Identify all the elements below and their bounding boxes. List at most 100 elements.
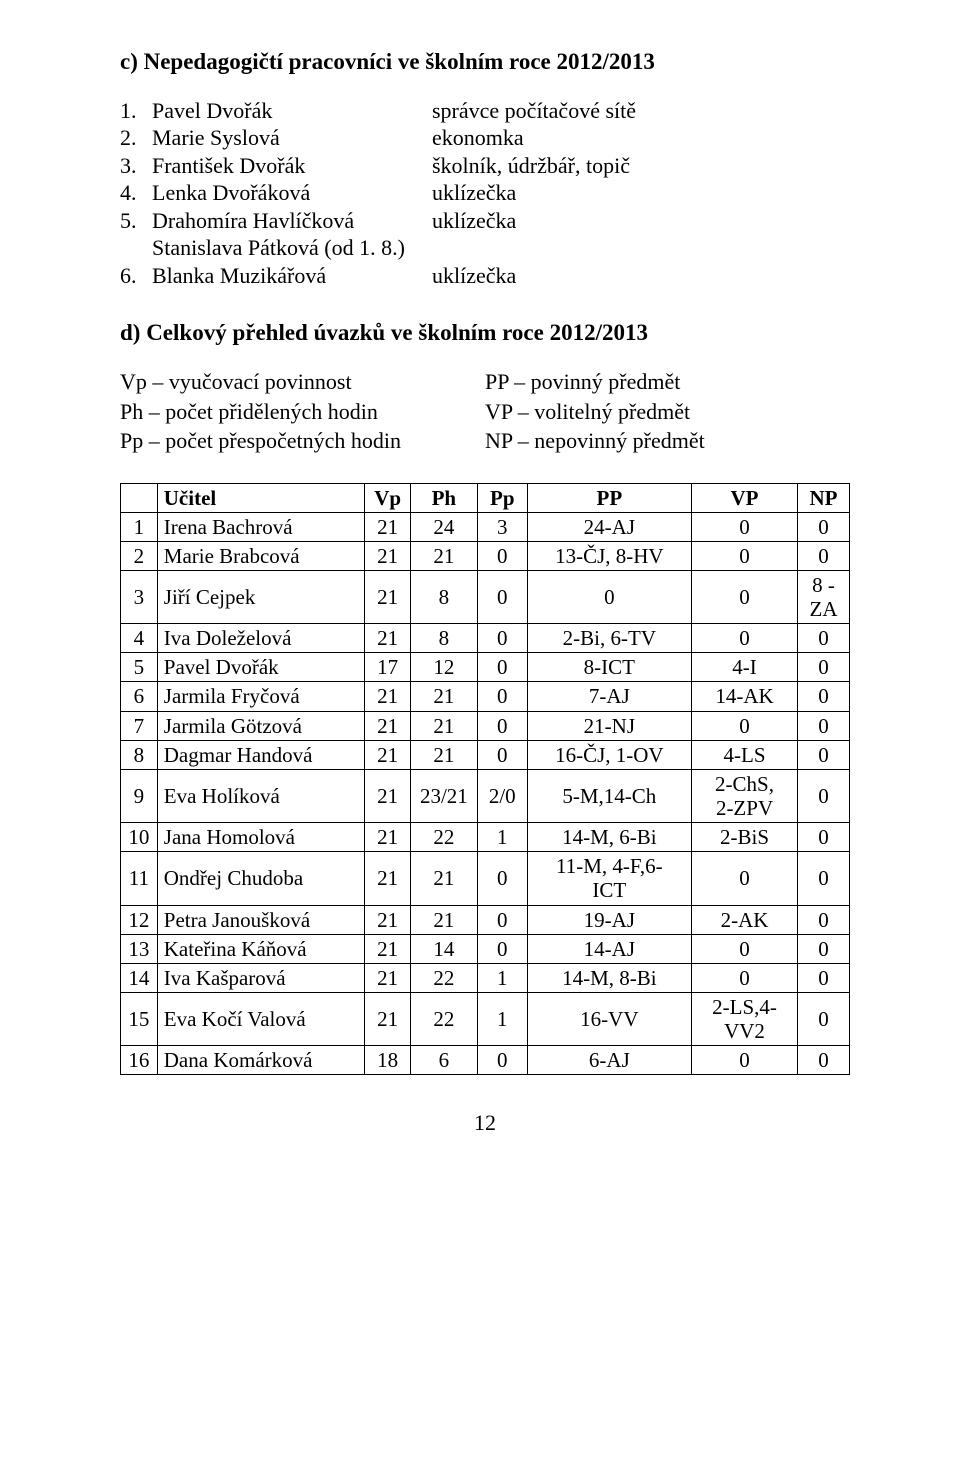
cell-VP: 0 bbox=[692, 852, 798, 905]
cell-PP: 7-AJ bbox=[527, 682, 691, 711]
table-row: 4Iva Doleželová21802-Bi, 6-TV00 bbox=[121, 624, 850, 653]
cell-PP: 8-ICT bbox=[527, 653, 691, 682]
cell-idx: 12 bbox=[121, 905, 158, 934]
staff-name: František Dvořák bbox=[152, 152, 432, 180]
cell-Pp: 3 bbox=[477, 512, 527, 541]
header-NP: NP bbox=[798, 483, 850, 512]
cell-Vp: 21 bbox=[365, 823, 410, 852]
cell-VP: 2-LS,4-VV2 bbox=[692, 993, 798, 1046]
cell-NP: 8 -ZA bbox=[798, 570, 850, 623]
staff-num: 5. bbox=[120, 207, 152, 235]
cell-name: Iva Doleželová bbox=[157, 624, 365, 653]
cell-idx: 9 bbox=[121, 769, 158, 822]
def-line: PP – povinný předmět bbox=[485, 368, 850, 396]
staff-num: 2. bbox=[120, 124, 152, 152]
cell-NP: 0 bbox=[798, 769, 850, 822]
def-line: VP – volitelný předmět bbox=[485, 398, 850, 426]
header-idx bbox=[121, 483, 158, 512]
table-row: 13Kateřina Káňová2114014-AJ00 bbox=[121, 934, 850, 963]
cell-Pp: 2/0 bbox=[477, 769, 527, 822]
cell-PP: 19-AJ bbox=[527, 905, 691, 934]
header-PP: PP bbox=[527, 483, 691, 512]
staff-row: 6. Blanka Muzikářová uklízečka bbox=[120, 262, 850, 290]
cell-VP: 2-ChS,2-ZPV bbox=[692, 769, 798, 822]
staff-role bbox=[432, 234, 850, 262]
cell-PP: 6-AJ bbox=[527, 1046, 691, 1075]
cell-VP: 0 bbox=[692, 934, 798, 963]
cell-idx: 14 bbox=[121, 963, 158, 992]
def-line: Ph – počet přidělených hodin bbox=[120, 398, 485, 426]
cell-VP: 0 bbox=[692, 624, 798, 653]
cell-PP: 24-AJ bbox=[527, 512, 691, 541]
cell-NP: 0 bbox=[798, 993, 850, 1046]
cell-idx: 3 bbox=[121, 570, 158, 623]
cell-idx: 7 bbox=[121, 711, 158, 740]
cell-NP: 0 bbox=[798, 1046, 850, 1075]
cell-Pp: 0 bbox=[477, 711, 527, 740]
staff-name: Lenka Dvořáková bbox=[152, 179, 432, 207]
cell-VP: 0 bbox=[692, 512, 798, 541]
cell-NP: 0 bbox=[798, 711, 850, 740]
cell-Ph: 8 bbox=[410, 624, 477, 653]
header-vp: Vp bbox=[365, 483, 410, 512]
staff-list: 1. Pavel Dvořák správce počítačové sítě … bbox=[120, 97, 850, 290]
cell-name: Jiří Cejpek bbox=[157, 570, 365, 623]
cell-Vp: 18 bbox=[365, 1046, 410, 1075]
cell-name: Dana Komárková bbox=[157, 1046, 365, 1075]
cell-PP: 14-M, 6-Bi bbox=[527, 823, 691, 852]
cell-VP: 4-I bbox=[692, 653, 798, 682]
cell-NP: 0 bbox=[798, 682, 850, 711]
cell-name: Eva Holíková bbox=[157, 769, 365, 822]
cell-idx: 6 bbox=[121, 682, 158, 711]
cell-name: Ondřej Chudoba bbox=[157, 852, 365, 905]
staff-row: 1. Pavel Dvořák správce počítačové sítě bbox=[120, 97, 850, 125]
cell-name: Jana Homolová bbox=[157, 823, 365, 852]
cell-Vp: 21 bbox=[365, 682, 410, 711]
cell-name: Jarmila Götzová bbox=[157, 711, 365, 740]
cell-Ph: 8 bbox=[410, 570, 477, 623]
cell-Pp: 0 bbox=[477, 570, 527, 623]
table-row: 15Eva Kočí Valová2122116-VV2-LS,4-VV20 bbox=[121, 993, 850, 1046]
cell-Pp: 1 bbox=[477, 823, 527, 852]
cell-Ph: 22 bbox=[410, 963, 477, 992]
staff-row: 4. Lenka Dvořáková uklízečka bbox=[120, 179, 850, 207]
staff-role: ekonomka bbox=[432, 124, 850, 152]
cell-VP: 2-AK bbox=[692, 905, 798, 934]
cell-VP: 0 bbox=[692, 570, 798, 623]
cell-NP: 0 bbox=[798, 541, 850, 570]
section-d-heading: d) Celkový přehled úvazků ve školním roc… bbox=[120, 319, 850, 348]
cell-PP: 16-ČJ, 1-OV bbox=[527, 740, 691, 769]
cell-idx: 2 bbox=[121, 541, 158, 570]
cell-Ph: 24 bbox=[410, 512, 477, 541]
cell-Pp: 0 bbox=[477, 624, 527, 653]
cell-name: Eva Kočí Valová bbox=[157, 993, 365, 1046]
staff-row: 3. František Dvořák školník, údržbář, to… bbox=[120, 152, 850, 180]
cell-idx: 8 bbox=[121, 740, 158, 769]
staff-role: školník, údržbář, topič bbox=[432, 152, 850, 180]
cell-idx: 11 bbox=[121, 852, 158, 905]
page-number: 12 bbox=[120, 1109, 850, 1137]
staff-num: 6. bbox=[120, 262, 152, 290]
cell-PP: 11-M, 4-F,6-ICT bbox=[527, 852, 691, 905]
cell-Ph: 21 bbox=[410, 541, 477, 570]
staff-num: 3. bbox=[120, 152, 152, 180]
cell-Vp: 21 bbox=[365, 570, 410, 623]
staff-role: uklízečka bbox=[432, 207, 850, 235]
cell-Ph: 23/21 bbox=[410, 769, 477, 822]
cell-NP: 0 bbox=[798, 905, 850, 934]
cell-PP: 14-M, 8-Bi bbox=[527, 963, 691, 992]
cell-name: Petra Janoušková bbox=[157, 905, 365, 934]
table-row: 6Jarmila Fryčová212107-AJ14-AK0 bbox=[121, 682, 850, 711]
cell-Pp: 0 bbox=[477, 1046, 527, 1075]
definitions-left: Vp – vyučovací povinnost Ph – počet přid… bbox=[120, 368, 485, 457]
cell-Vp: 21 bbox=[365, 905, 410, 934]
cell-VP: 0 bbox=[692, 963, 798, 992]
def-line: Pp – počet přespočetných hodin bbox=[120, 427, 485, 455]
cell-Ph: 21 bbox=[410, 905, 477, 934]
cell-name: Kateřina Káňová bbox=[157, 934, 365, 963]
cell-PP: 0 bbox=[527, 570, 691, 623]
staff-num bbox=[120, 234, 152, 262]
cell-idx: 5 bbox=[121, 653, 158, 682]
table-row: 11Ondřej Chudoba2121011-M, 4-F,6-ICT00 bbox=[121, 852, 850, 905]
staff-num: 1. bbox=[120, 97, 152, 125]
